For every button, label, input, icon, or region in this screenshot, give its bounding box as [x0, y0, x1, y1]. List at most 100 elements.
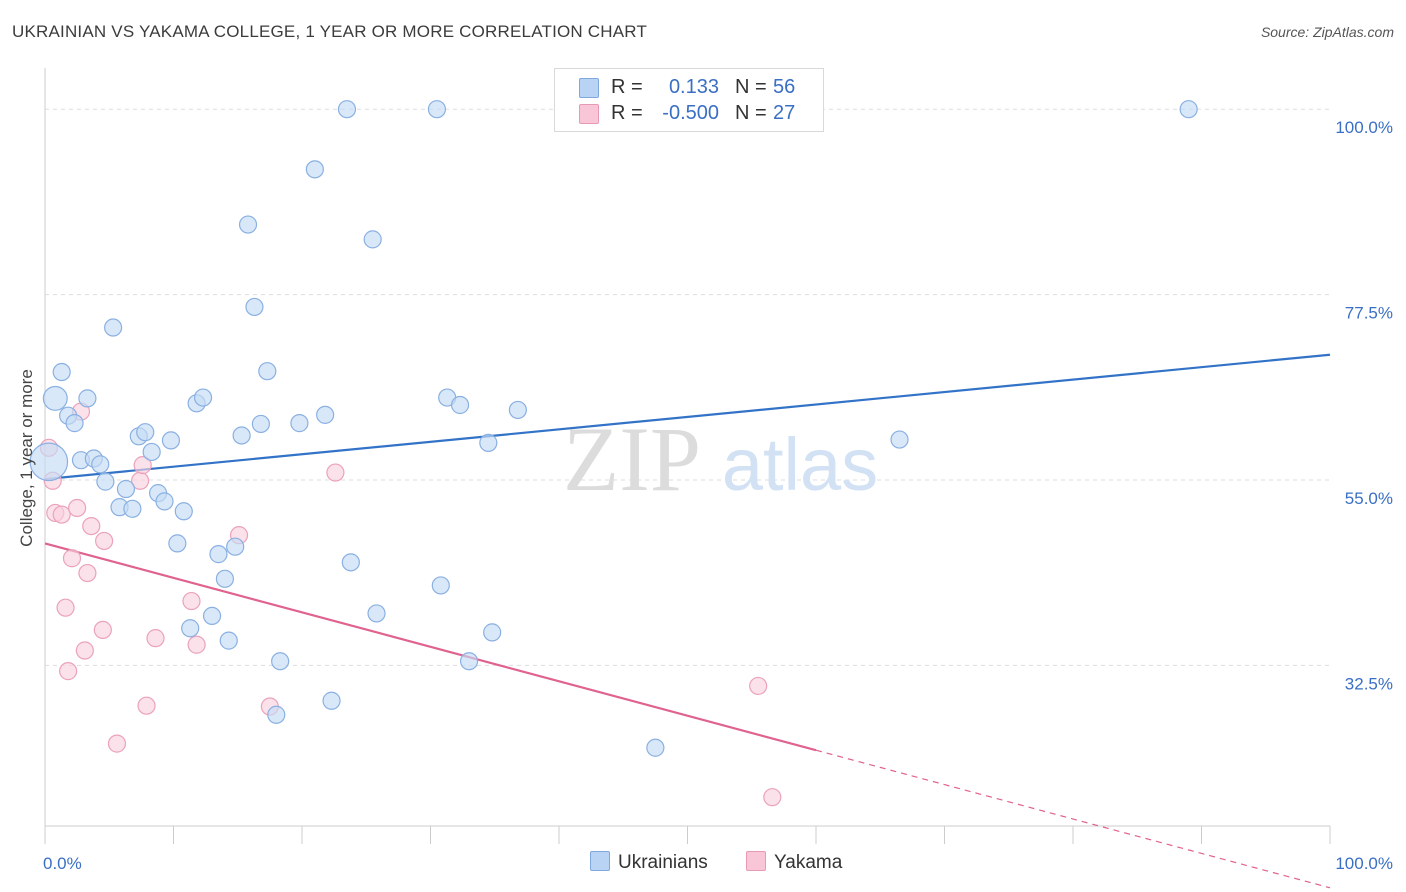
y-tick-label: 55.0%: [1345, 489, 1393, 508]
trend-lines: [44, 353, 1331, 889]
point-ukrainians: [232, 426, 251, 445]
point-ukrainians: [209, 545, 228, 564]
point-yakama: [187, 635, 206, 654]
point-ukrainians: [290, 414, 309, 433]
y-axis-label: College, 1 year or more: [17, 369, 36, 547]
point-ukrainians: [1179, 100, 1198, 119]
point-ukrainians: [258, 362, 277, 381]
trend-line-yakama-extrapolated: [815, 749, 1331, 889]
point-ukrainians: [238, 215, 258, 234]
point-yakama: [326, 463, 345, 482]
point-ukrainians: [450, 395, 470, 415]
trend-line-yakama: [44, 542, 817, 752]
point-ukrainians: [431, 576, 450, 595]
watermark-zip: ZIP: [563, 408, 701, 510]
legend-n-label: N =: [735, 102, 767, 124]
x-tick-label: 100.0%: [1335, 854, 1393, 873]
point-ukrainians: [181, 619, 200, 638]
point-ukrainians: [174, 502, 193, 521]
point-yakama: [75, 641, 94, 660]
bottom-legend-swatch-blue: [590, 851, 610, 871]
legend-r-value: -0.500: [662, 102, 719, 124]
point-yakama: [137, 696, 156, 715]
point-yakama: [763, 788, 782, 807]
point-ukrainians: [341, 553, 360, 572]
legend-row-ukrainians: R = 0.133 N = 56: [555, 74, 823, 100]
point-ukrainians: [142, 442, 161, 462]
point-ukrainians: [52, 362, 71, 382]
y-tick-labels: 100.0% 77.5% 55.0% 32.5%: [1335, 118, 1393, 693]
point-ukrainians: [193, 388, 213, 407]
point-ukrainians: [890, 430, 909, 449]
legend-n-value: 56: [773, 76, 796, 98]
point-ukrainians: [646, 738, 665, 757]
data-points: [29, 100, 1198, 807]
point-ukrainians: [29, 442, 69, 482]
bottom-legend-label: Yakama: [774, 852, 843, 873]
legend-row-yakama: R = -0.500 N = 27: [555, 100, 823, 126]
point-ukrainians: [96, 472, 115, 491]
point-yakama: [182, 591, 201, 611]
point-ukrainians: [65, 414, 84, 433]
bottom-legend-swatch-pink: [746, 851, 766, 871]
point-ukrainians: [136, 423, 155, 442]
point-ukrainians: [78, 389, 97, 408]
point-yakama: [59, 662, 78, 681]
point-yakama: [56, 598, 75, 617]
point-ukrainians: [479, 433, 498, 452]
correlation-legend: R = 0.133 N = 56 R = -0.500 N = 27: [554, 68, 824, 132]
point-ukrainians: [316, 405, 335, 424]
legend-n-value: 27: [773, 102, 796, 124]
point-ukrainians: [251, 414, 270, 434]
point-yakama: [133, 456, 152, 475]
point-ukrainians: [271, 652, 290, 671]
point-ukrainians: [42, 385, 68, 411]
point-yakama: [146, 629, 165, 648]
point-yakama: [93, 620, 112, 640]
point-yakama: [107, 734, 127, 753]
point-ukrainians: [219, 631, 238, 650]
point-ukrainians: [168, 534, 187, 553]
point-ukrainians: [367, 604, 386, 623]
point-yakama: [62, 549, 82, 568]
point-ukrainians: [322, 691, 341, 710]
point-ukrainians: [202, 606, 222, 626]
chart-title: UKRAINIAN VS YAKAMA COLLEGE, 1 YEAR OR M…: [12, 22, 648, 41]
legend-r-label: R =: [611, 102, 643, 124]
y-tick-label: 100.0%: [1335, 118, 1393, 137]
point-yakama: [52, 505, 71, 524]
point-ukrainians: [123, 499, 142, 518]
y-tick-label: 32.5%: [1345, 674, 1393, 693]
point-ukrainians: [267, 705, 286, 724]
source-credit: Source: ZipAtlas.com: [1260, 24, 1394, 40]
point-yakama: [749, 676, 768, 696]
point-ukrainians: [363, 230, 382, 249]
point-yakama: [82, 516, 101, 536]
point-ukrainians: [116, 479, 136, 499]
grid-lines: [45, 108, 1330, 666]
trend-line-ukrainians: [44, 353, 1331, 481]
bottom-legend-ukrainians: Ukrainians: [590, 851, 708, 874]
legend-swatch-pink: [579, 104, 599, 124]
point-ukrainians: [459, 652, 479, 671]
point-ukrainians: [226, 537, 245, 556]
point-ukrainians: [215, 569, 234, 588]
point-ukrainians: [305, 160, 324, 179]
point-ukrainians: [155, 492, 174, 511]
x-tick-labels: 0.0% 100.0%: [43, 854, 1393, 873]
point-ukrainians: [161, 431, 181, 450]
point-ukrainians: [483, 623, 502, 642]
legend-n-label: N =: [735, 76, 767, 98]
legend-r-value: 0.133: [668, 76, 719, 98]
point-ukrainians: [508, 400, 527, 420]
legend-swatch-blue: [579, 78, 599, 98]
bottom-legend-yakama: Yakama: [746, 851, 842, 874]
y-tick-label: 77.5%: [1345, 304, 1393, 323]
point-yakama: [95, 531, 114, 551]
point-yakama: [78, 563, 97, 583]
point-ukrainians: [104, 318, 123, 337]
x-tick-label: 0.0%: [43, 854, 82, 873]
point-ukrainians: [245, 297, 264, 317]
point-ukrainians: [337, 100, 357, 119]
